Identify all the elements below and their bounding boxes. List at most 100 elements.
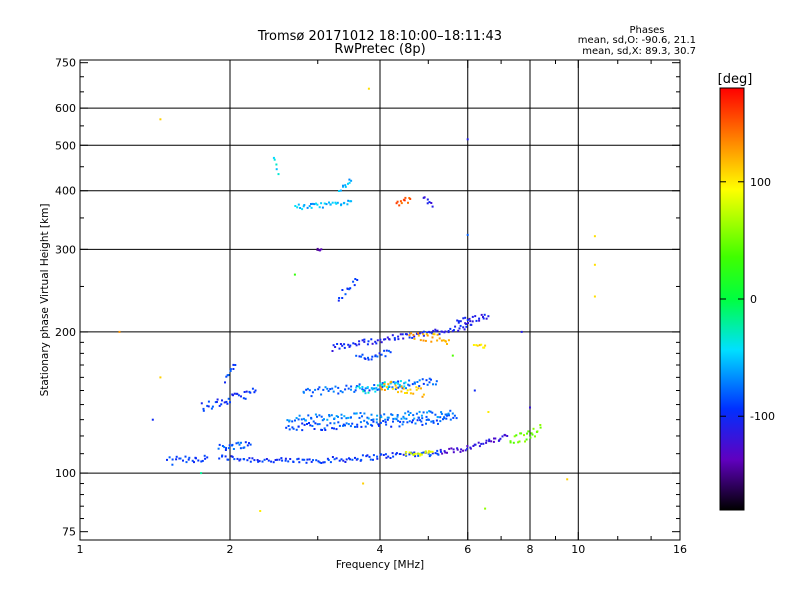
echo-point: [431, 205, 434, 208]
echo-point: [429, 450, 432, 453]
echo-point: [427, 418, 430, 421]
echo-point: [341, 344, 344, 347]
echo-point: [325, 203, 328, 206]
echo-point: [329, 461, 332, 464]
echo-point: [434, 413, 437, 416]
echo-point: [303, 458, 306, 461]
echo-point: [397, 338, 400, 341]
echo-point: [366, 454, 369, 457]
echo-point: [421, 417, 424, 420]
echo-point: [515, 434, 518, 437]
echo-point: [457, 320, 460, 323]
echo-point: [404, 453, 407, 456]
echo-point: [411, 383, 414, 386]
echo-point: [354, 389, 357, 392]
echo-point: [427, 451, 430, 454]
y-tick-label: 750: [55, 57, 76, 70]
echo-point: [380, 353, 383, 356]
echo-point: [457, 329, 460, 332]
echo-point: [394, 453, 397, 456]
echo-point: [302, 417, 305, 420]
echo-point: [335, 202, 338, 205]
echo-point: [339, 343, 342, 345]
echo-point: [296, 458, 299, 461]
grid-lines: [80, 60, 680, 540]
echo-point: [464, 449, 467, 452]
echo-point: [301, 429, 304, 432]
echo-point: [417, 454, 420, 457]
echo-point: [360, 425, 363, 428]
echo-point: [373, 387, 376, 390]
echo-point: [406, 389, 409, 392]
echo-point: [232, 394, 234, 397]
echo-point: [339, 189, 342, 192]
echo-point: [258, 460, 261, 463]
echo-point: [253, 459, 256, 462]
echo-point: [414, 382, 416, 385]
echo-point: [428, 381, 431, 384]
echo-point: [391, 334, 394, 337]
echo-point: [335, 457, 338, 460]
echo-point: [487, 411, 490, 413]
echo-point: [433, 333, 436, 336]
echo-point: [347, 343, 350, 346]
echo-point: [297, 418, 300, 421]
echo-point: [300, 418, 303, 421]
echo-point: [363, 338, 366, 341]
echo-point: [383, 389, 386, 391]
echo-point: [301, 422, 304, 425]
echo-point: [311, 425, 314, 427]
echo-point: [473, 389, 476, 392]
echo-point: [204, 457, 207, 460]
echo-point: [318, 423, 321, 426]
echo-point: [327, 459, 330, 461]
echo-point: [396, 415, 399, 418]
echo-point: [193, 461, 195, 464]
echo-point: [272, 156, 275, 159]
echo-point: [395, 202, 398, 205]
echo-point: [233, 458, 236, 461]
echo-point: [361, 454, 364, 457]
echo-point: [214, 401, 217, 404]
echo-point: [360, 458, 363, 461]
echo-point: [446, 414, 448, 417]
echo-point: [391, 452, 394, 455]
echo-point: [249, 460, 252, 463]
echo-point: [370, 387, 373, 390]
echo-point: [422, 334, 425, 337]
echo-point: [239, 458, 242, 461]
echo-point: [330, 414, 333, 417]
echo-point: [403, 382, 406, 385]
echo-point: [465, 325, 468, 328]
echo-point: [225, 447, 228, 450]
echo-point: [295, 417, 298, 419]
echo-point: [529, 436, 532, 439]
echo-point: [311, 391, 314, 394]
echo-point: [344, 424, 346, 427]
echo-point: [443, 416, 446, 419]
echo-point: [412, 333, 415, 336]
echo-point: [429, 410, 432, 413]
echo-point: [342, 424, 344, 427]
echo-point: [324, 429, 327, 431]
echo-point: [243, 391, 246, 393]
echo-point: [435, 380, 438, 383]
echo-point: [383, 338, 385, 341]
echo-point: [490, 440, 493, 443]
echo-point: [206, 404, 209, 407]
echo-point: [238, 459, 241, 462]
echo-point: [338, 347, 341, 350]
echo-point: [376, 457, 379, 460]
echo-point: [372, 454, 375, 457]
echo-point: [328, 201, 330, 204]
echo-point: [474, 315, 477, 318]
echo-point: [316, 203, 319, 206]
echo-point: [371, 388, 374, 391]
echo-point: [420, 420, 423, 423]
echo-point: [369, 423, 372, 426]
echo-point: [399, 200, 402, 203]
echo-point: [480, 313, 483, 316]
echo-point: [407, 201, 409, 204]
echo-point: [314, 388, 317, 391]
